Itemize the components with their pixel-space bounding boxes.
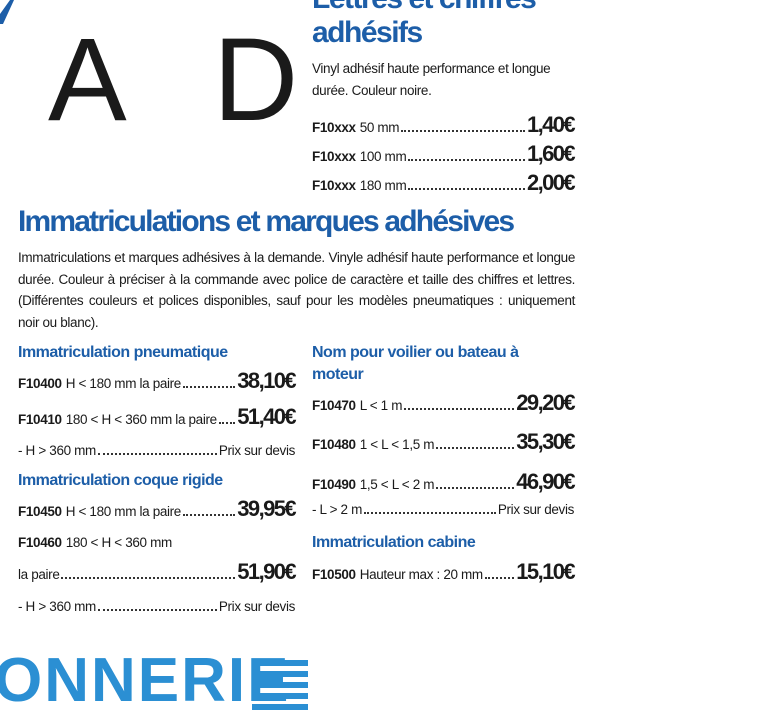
price-row: F10470 L < 1 m 29,20€	[312, 390, 576, 416]
sample-letters: A D	[48, 14, 329, 146]
price-row: F10xxx 100 mm 1,60€	[312, 141, 576, 167]
code: F10470	[312, 398, 356, 413]
code: F10xxx	[312, 149, 356, 164]
desc: Hauteur max : 20 mm	[359, 567, 484, 582]
price-row: - H > 360 mm Prix sur devis	[18, 599, 295, 614]
code: F10490	[312, 477, 356, 492]
price-row: F10410 180 < H < 360 mm la paire 51,40€	[18, 404, 297, 430]
price-row: - L > 2 m Prix sur devis	[312, 502, 574, 517]
code: F10450	[18, 504, 62, 519]
price: Prix sur devis	[497, 502, 574, 517]
leader	[97, 609, 217, 611]
code: F10480	[312, 437, 356, 452]
price: 51,40€	[237, 404, 296, 429]
price: 2,00€	[526, 170, 576, 195]
group-heading: Immatriculation coque rigide	[18, 472, 223, 489]
price-row: F10450 H < 180 mm la paire 39,95€	[18, 496, 297, 522]
group-heading: Nom pour voilier ou bateau à moteur	[312, 344, 519, 383]
desc: - H > 360 mm	[18, 599, 96, 614]
leader	[401, 130, 525, 132]
price-row: F10490 1,5 < L < 2 m 46,90€	[312, 469, 576, 495]
price-row: F10xxx 180 mm 2,00€	[312, 170, 576, 196]
size: 50 mm	[359, 120, 400, 135]
code: F10500	[312, 567, 356, 582]
leader	[404, 408, 515, 410]
price: 15,10€	[516, 559, 575, 584]
code: F10460	[18, 535, 62, 550]
code: F10xxx	[312, 178, 356, 193]
menu-icon	[252, 660, 308, 710]
code: F10400	[18, 376, 62, 391]
price: 51,90€	[237, 559, 296, 584]
leader	[61, 577, 236, 579]
desc: 180 < H < 360 mm	[65, 535, 173, 550]
size: 180 mm	[359, 178, 407, 193]
price: Prix sur devis	[218, 599, 295, 614]
price: 35,30€	[516, 429, 575, 454]
price-row: F10500 Hauteur max : 20 mm 15,10€	[312, 559, 576, 585]
leader	[484, 577, 515, 579]
price-row: la paire 51,90€	[18, 559, 297, 585]
leader	[182, 514, 236, 516]
leader	[97, 453, 217, 455]
desc: H < 180 mm la paire	[65, 504, 182, 519]
desc: - H > 360 mm	[18, 443, 96, 458]
desc: la paire	[18, 567, 60, 582]
desc: 1,5 < L < 2 m	[359, 477, 435, 492]
header-description: Vinyl adhésif haute performance et longu…	[312, 61, 551, 98]
code: F10410	[18, 412, 62, 427]
leader	[182, 386, 236, 388]
price: 1,60€	[526, 141, 576, 166]
price: 38,10€	[237, 368, 296, 393]
code: F10xxx	[312, 120, 356, 135]
price-row-line1: F10460 180 < H < 360 mm	[18, 535, 295, 550]
group-heading: Immatriculation cabine	[312, 534, 476, 551]
footer-banner: ONNERIE	[0, 646, 291, 715]
size: 100 mm	[359, 149, 407, 164]
price: Prix sur devis	[218, 443, 295, 458]
price: 39,95€	[237, 496, 296, 521]
group-heading: Immatriculation pneumatique	[18, 344, 228, 361]
desc: 180 < H < 360 mm la paire	[65, 412, 217, 427]
price-row: - H > 360 mm Prix sur devis	[18, 443, 295, 458]
logo-fragment	[0, 0, 14, 24]
leader	[364, 512, 496, 514]
price: 1,40€	[526, 112, 576, 137]
leader	[408, 188, 525, 190]
leader	[218, 422, 236, 424]
section-description: Immatriculations et marques adhésives à …	[18, 250, 575, 330]
price-row: F10xxx 50 mm 1,40€	[312, 112, 576, 138]
desc: L < 1 m	[359, 398, 403, 413]
leader	[436, 487, 515, 489]
price-row: F10400 H < 180 mm la paire 38,10€	[18, 368, 297, 394]
price: 29,20€	[516, 390, 575, 415]
desc: H < 180 mm la paire	[65, 376, 182, 391]
header-title: Lettres et chiffres adhésifs	[312, 0, 537, 49]
leader	[408, 159, 525, 161]
price: 46,90€	[516, 469, 575, 494]
desc: - L > 2 m	[312, 502, 362, 517]
desc: 1 < L < 1,5 m	[359, 437, 435, 452]
leader	[436, 447, 515, 449]
section-title: Immatriculations et marques adhésives	[18, 205, 515, 238]
price-row: F10480 1 < L < 1,5 m 35,30€	[312, 429, 576, 455]
